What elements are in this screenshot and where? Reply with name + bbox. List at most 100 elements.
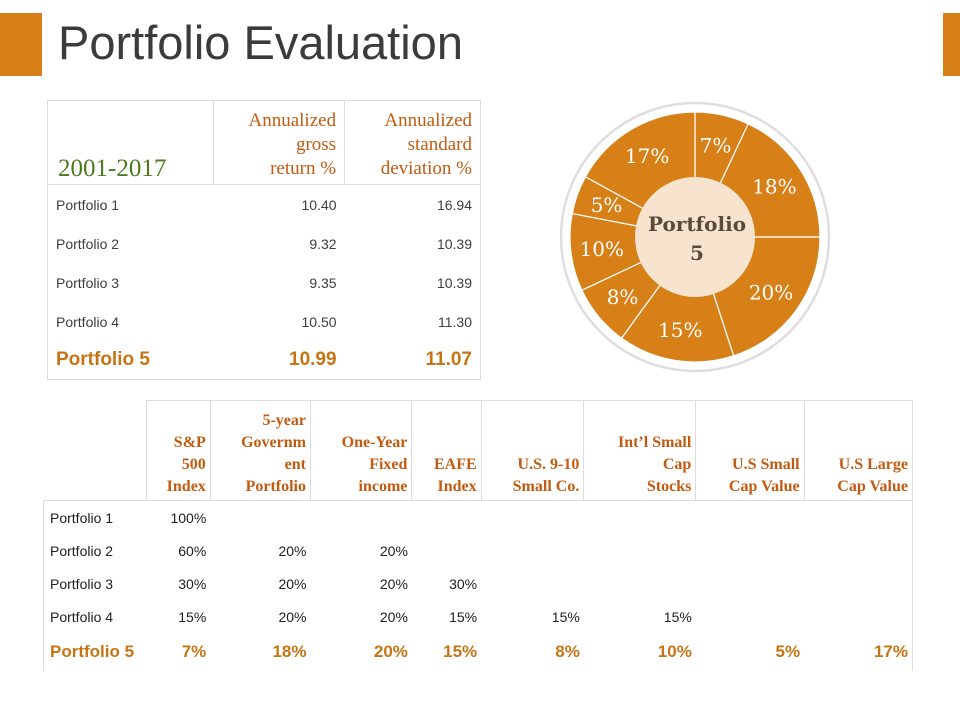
pie-slice-label: 15% <box>658 318 702 342</box>
allocation-value <box>412 534 481 567</box>
return-value: 10.50 <box>301 313 337 330</box>
portfolio-name: Portfolio 4 <box>56 313 120 330</box>
column-header-line: One-Year <box>341 434 408 451</box>
allocation-value: 20% <box>379 542 408 559</box>
returns-header-row: 2001-2017 Annualized gross return % Annu… <box>47 100 481 185</box>
allocation-value: 100% <box>170 509 207 526</box>
chart-center-label: 5 <box>690 241 704 265</box>
allocation-value: 15% <box>663 608 692 625</box>
portfolio-name: Portfolio 5 <box>56 349 150 370</box>
allocation-value: 10% <box>657 642 692 661</box>
column-header-line: income <box>358 478 408 495</box>
column-header-line: Index <box>166 478 206 495</box>
allocation-value <box>696 534 804 567</box>
column-header: 5-year Governm ent Portfolio <box>209 400 311 501</box>
return-value: 10.40 <box>301 196 337 213</box>
allocation-value: 15% <box>449 608 478 625</box>
allocation-value: 15% <box>443 642 478 661</box>
allocation-value <box>696 501 804 535</box>
sd-value: 11.07 <box>425 349 473 370</box>
allocation-table: S&P 500 Index 5-year Governm ent Portfolio On… <box>43 400 914 671</box>
pie-slice-label: 8% <box>607 285 639 309</box>
sd-value: 10.39 <box>436 235 472 252</box>
portfolio-name: Portfolio 2 <box>50 542 114 559</box>
column-header-line: Portfolio <box>245 478 306 495</box>
column-header-line: Cap Value <box>728 478 800 495</box>
allocation-value: 17% <box>873 642 908 661</box>
column-header: U.S Small Cap Value <box>695 400 805 501</box>
allocation-header-row: S&P 500 Index 5-year Governm ent Portfolio On… <box>43 400 914 501</box>
column-header-line: EAFE <box>433 456 477 473</box>
allocation-value: 20% <box>379 608 408 625</box>
column-header: EAFE Index <box>411 400 482 501</box>
portfolio-name: Portfolio 1 <box>56 196 120 213</box>
return-value: 10.99 <box>289 349 337 370</box>
allocation-value <box>804 501 912 535</box>
allocation-value: 30% <box>449 575 478 592</box>
table-row: Portfolio 3 30% 20% 20% 30% <box>44 567 913 600</box>
allocation-value <box>210 501 310 535</box>
period-label: 2001-2017 <box>47 100 214 185</box>
column-header-line: U.S. 9-10 <box>517 456 580 473</box>
table-row: Portfolio 2 9.32 10.39 <box>48 224 481 263</box>
allocation-value: 15% <box>551 608 580 625</box>
table-row: Portfolio 4 10.50 11.30 <box>48 302 481 341</box>
allocation-value <box>804 567 912 600</box>
column-header-line: Int’l Small <box>617 434 692 451</box>
column-header-line: Small Co. <box>512 478 580 495</box>
sd-header-line: Annualized <box>384 110 472 131</box>
column-header: U.S. 9-10 Small Co. <box>480 400 585 501</box>
column-header-line: Index <box>437 478 477 495</box>
allocation-value <box>481 501 584 535</box>
column-header-line: Governm <box>241 434 306 451</box>
portfolio-5-donut-chart: Portfolio 5 7% 18% 20% 15% 8% 10% 5% 17% <box>560 101 830 373</box>
sd-header-line: deviation % <box>380 158 472 179</box>
pie-slice-label: 7% <box>700 133 732 157</box>
portfolio-name: Portfolio 1 <box>50 509 114 526</box>
return-header-line: Annualized <box>248 110 337 131</box>
allocation-value: 20% <box>278 542 307 559</box>
pie-slice <box>620 235 735 363</box>
allocation-value: 60% <box>178 542 207 559</box>
column-header: U.S Large Cap Value <box>803 400 914 501</box>
allocation-corner <box>43 400 146 501</box>
column-header-line: ent <box>284 456 306 473</box>
column-header-line: 500 <box>181 456 206 473</box>
allocation-value <box>584 567 696 600</box>
chart-center <box>635 177 755 297</box>
column-header-line: U.S Small <box>732 456 800 473</box>
column-header: Int’l Small Cap Stocks <box>583 400 697 501</box>
allocation-value: 30% <box>178 575 207 592</box>
allocation-value <box>481 534 584 567</box>
portfolio-name: Portfolio 2 <box>56 235 120 252</box>
column-header-line: Fixed <box>369 456 408 473</box>
table-row: Portfolio 1 100% <box>44 501 913 535</box>
allocation-value: 18% <box>272 642 307 661</box>
pie-slice-label: 10% <box>580 237 624 261</box>
allocation-value <box>696 600 804 633</box>
return-value: 9.32 <box>309 235 337 252</box>
portfolio-name: Portfolio 3 <box>50 575 114 592</box>
column-header-line: S&P <box>173 434 206 451</box>
return-header: Annualized gross return % <box>212 100 345 185</box>
column-header-line: Cap Value <box>837 478 908 495</box>
sd-value: 10.39 <box>436 274 472 291</box>
column-header-line: Cap <box>662 456 692 473</box>
sd-value: 11.30 <box>438 313 472 330</box>
allocation-value: 7% <box>181 642 207 661</box>
return-header-line: return % <box>270 158 337 179</box>
sd-header-line: standard <box>407 134 472 155</box>
portfolio-name: Portfolio 4 <box>50 608 114 625</box>
pie-slice-label: 5% <box>591 193 623 217</box>
table-row: Portfolio 2 60% 20% 20% <box>44 534 913 567</box>
allocation-value <box>804 534 912 567</box>
allocation-value <box>804 600 912 633</box>
allocation-value: 20% <box>278 608 307 625</box>
pie-slice-label: 20% <box>749 280 793 304</box>
table-row: Portfolio 4 15% 20% 20% 15% 15% 15% <box>44 600 913 633</box>
title-accent-left <box>0 13 42 76</box>
allocation-value: 20% <box>379 575 408 592</box>
sd-value: 16.94 <box>436 196 472 213</box>
allocation-value: 8% <box>555 642 580 661</box>
column-header: S&P 500 Index <box>145 400 211 501</box>
